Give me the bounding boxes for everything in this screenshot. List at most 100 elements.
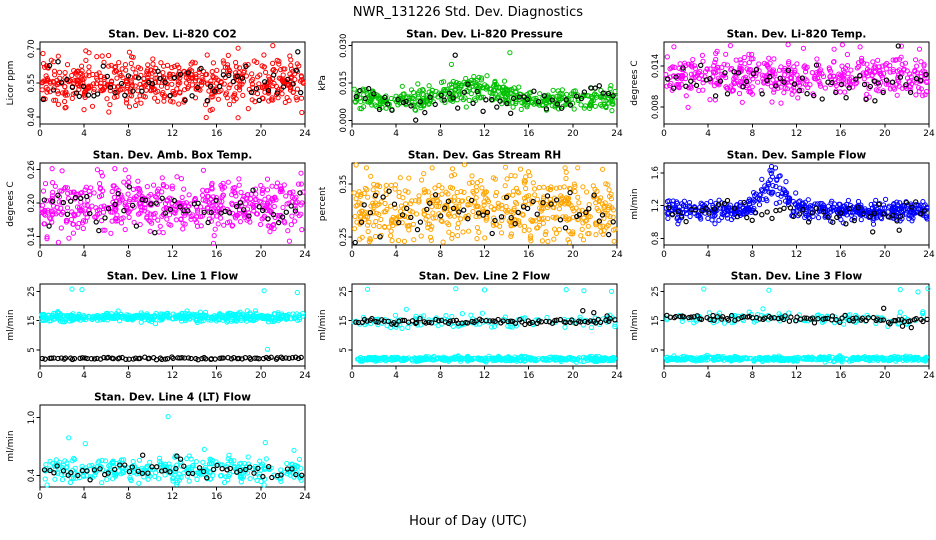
data-point [389, 107, 395, 113]
data-point [298, 202, 304, 208]
data-point [713, 70, 719, 76]
data-point [374, 183, 380, 189]
data-point [200, 197, 206, 203]
data-point [536, 185, 542, 191]
data-point [376, 106, 383, 113]
data-point [913, 75, 920, 82]
data-point [492, 87, 498, 93]
data-point [512, 173, 518, 179]
data-point [159, 175, 165, 181]
data-point [207, 83, 214, 89]
data-point [352, 213, 358, 220]
data-point [206, 209, 212, 216]
data-point [241, 207, 247, 213]
data-point [480, 212, 486, 218]
data-point [80, 225, 86, 232]
data-point [503, 86, 509, 92]
data-point [704, 66, 710, 72]
data-point [922, 92, 928, 98]
data-point [770, 77, 776, 83]
data-point [465, 202, 471, 208]
data-point [582, 92, 588, 99]
data-point [62, 98, 68, 105]
data-point [722, 70, 728, 76]
data-point [753, 67, 760, 73]
data-point [873, 197, 879, 204]
data-point [250, 187, 256, 193]
data-point [232, 185, 238, 191]
data-point [159, 213, 165, 219]
data-point [678, 213, 685, 219]
data-point [148, 87, 155, 93]
data-point [666, 204, 672, 211]
data-point [359, 201, 365, 207]
data-point [162, 79, 168, 85]
x-tick-label: 12 [167, 129, 178, 139]
data-point [123, 100, 130, 106]
data-point [225, 52, 231, 58]
data-point [94, 317, 101, 323]
data-point [203, 114, 209, 121]
data-point [98, 204, 104, 210]
data-point [392, 357, 398, 363]
data-point [507, 219, 514, 226]
data-point [603, 224, 609, 230]
data-point [521, 180, 528, 186]
data-point [124, 204, 130, 210]
data-point [99, 53, 105, 59]
data-point [559, 356, 565, 362]
data-point [62, 184, 68, 191]
data-point [88, 185, 94, 191]
data-point [241, 68, 247, 74]
data-point [240, 92, 246, 99]
data-point [903, 82, 909, 88]
data-point [719, 214, 725, 221]
data-point [578, 358, 584, 364]
data-point [731, 205, 738, 211]
data-point [569, 317, 575, 323]
data-point [211, 202, 217, 208]
data-point [119, 197, 126, 203]
data-point [503, 94, 509, 100]
x-tick-label: 0 [349, 129, 355, 139]
data-point [459, 311, 465, 317]
data-point [891, 206, 897, 212]
data-point [131, 314, 137, 320]
data-point [367, 236, 373, 242]
data-point [195, 200, 201, 206]
data-point [583, 209, 589, 216]
data-point [131, 197, 137, 203]
data-point [815, 215, 822, 221]
data-point [580, 237, 587, 243]
data-point [426, 221, 433, 227]
data-point [724, 85, 730, 91]
data-point [465, 216, 471, 222]
series-orange-points [351, 162, 618, 246]
data-point [150, 84, 156, 90]
data-point [581, 89, 588, 95]
data-point [482, 356, 488, 362]
data-point [262, 196, 268, 202]
data-point [293, 94, 299, 101]
data-point [282, 220, 288, 226]
data-point [135, 75, 142, 81]
data-point [843, 209, 849, 215]
data-point [171, 74, 178, 81]
data-point [200, 315, 206, 321]
data-point [365, 214, 371, 220]
panel-title: Stan. Dev. Gas Stream RH [408, 150, 561, 162]
data-point [49, 219, 55, 225]
data-point [159, 91, 165, 97]
data-point [185, 355, 192, 361]
data-point [205, 219, 211, 226]
data-point [803, 69, 809, 75]
data-point-outlier [126, 49, 132, 55]
x-tick-label: 24 [299, 250, 311, 260]
data-point [260, 207, 266, 214]
data-point [108, 81, 114, 87]
data-point [466, 180, 472, 186]
data-point [664, 198, 671, 205]
data-point [138, 100, 144, 106]
data-point [45, 207, 51, 213]
